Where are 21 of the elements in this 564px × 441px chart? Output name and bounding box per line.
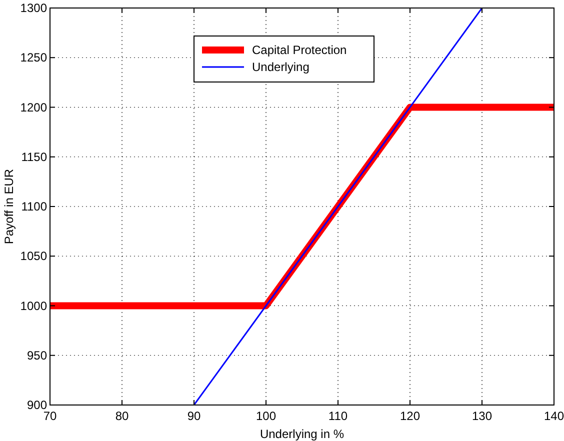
y-tick-label: 1050 [20, 249, 48, 264]
x-tick-label: 140 [544, 409, 564, 423]
y-tick-label: 1000 [20, 298, 48, 313]
x-tick-label: 80 [115, 409, 129, 423]
x-tick-label: 130 [472, 409, 492, 423]
x-tick-label: 100 [256, 409, 276, 423]
y-tick-label: 1150 [21, 150, 48, 164]
y-tick-label: 1100 [21, 200, 48, 214]
y-tick-label: 1300 [20, 1, 48, 15]
legend-label: Capital Protection [252, 43, 347, 57]
x-axis-title: Underlying in % [260, 427, 344, 441]
x-tick-label: 120 [400, 409, 420, 423]
y-tick-label: 950 [26, 348, 48, 362]
y-tick-label: 1250 [20, 50, 48, 65]
y-tick-label: 1200 [20, 100, 48, 114]
x-tick-label: 70 [43, 409, 57, 423]
x-tick-label: 110 [328, 409, 348, 423]
legend-label: Underlying [252, 60, 310, 74]
x-tick-label: 90 [187, 409, 201, 423]
y-axis-title: Payoff in EUR [2, 168, 16, 244]
y-tick-label: 900 [26, 398, 48, 412]
